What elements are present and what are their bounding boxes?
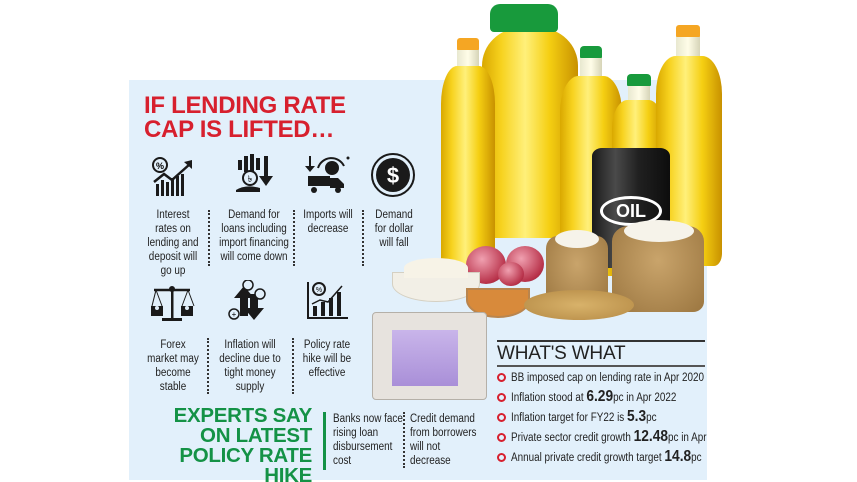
loan-demand-down-icon: ৳	[236, 154, 273, 192]
bullet-icon	[497, 413, 506, 422]
svg-text:%: %	[156, 161, 164, 171]
lending-cap-title: IF LENDING RATE CAP IS LIFTED…	[144, 92, 346, 143]
effect-forex-market: Forex market may become stable	[147, 339, 199, 393]
svg-text:$: $	[387, 163, 399, 188]
green-divider	[323, 412, 326, 470]
bullet-icon	[497, 453, 506, 462]
effect-inflation: Inflation will decline due to tight mone…	[219, 339, 281, 393]
divider	[208, 210, 210, 266]
effect-interest-rates: Interest rates on lending and deposit wi…	[147, 209, 199, 277]
list-item: Private sector credit growth 12.48pc in …	[497, 428, 712, 448]
inflation-arrows-icon: +	[228, 280, 266, 320]
expert-point-loan-cost: Banks now face rising loan disbursement …	[333, 413, 403, 467]
whats-what-rule-top	[497, 340, 705, 342]
effect-loan-demand: Demand for loans including import financ…	[219, 209, 289, 263]
experts-title: EXPERTS SAY ON LATEST POLICY RATE HIKE	[173, 404, 313, 482]
list-item: Inflation stood at 6.29pc in Apr 2022	[497, 388, 712, 408]
divider	[403, 412, 405, 468]
effect-policy-rate: Policy rate hike will be effective	[302, 339, 352, 379]
effect-dollar-demand: Demand for dollar will fall	[374, 209, 414, 249]
divider	[207, 338, 209, 394]
list-item: Inflation target for FY22 is 5.3pc	[497, 408, 712, 428]
whats-what-title: WHAT'S WHAT	[497, 343, 626, 364]
whats-what-list: BB imposed cap on lending rate in Apr 20…	[497, 368, 712, 468]
interest-rate-up-icon: %	[152, 157, 192, 196]
svg-text:৳: ৳	[248, 174, 253, 184]
imports-truck-icon	[305, 156, 350, 193]
effect-imports: Imports will decrease	[303, 209, 353, 235]
bullet-icon	[497, 393, 506, 402]
balance-scale-icon	[151, 286, 195, 321]
list-item: Annual private credit growth target 14.8…	[497, 448, 712, 468]
svg-text:%: %	[316, 287, 322, 294]
bullet-icon	[497, 373, 506, 382]
divider	[292, 338, 294, 394]
svg-text:+: +	[232, 310, 237, 319]
policy-chart-icon: %	[307, 282, 348, 319]
expert-point-credit-demand: Credit demand from borrowers will not de…	[410, 413, 477, 467]
divider	[362, 210, 364, 266]
bullet-icon	[497, 433, 506, 442]
divider	[293, 210, 295, 266]
list-item: BB imposed cap on lending rate in Apr 20…	[497, 368, 712, 388]
dollar-coin-icon: $	[371, 153, 415, 197]
whats-what-rule-bottom	[497, 365, 705, 367]
